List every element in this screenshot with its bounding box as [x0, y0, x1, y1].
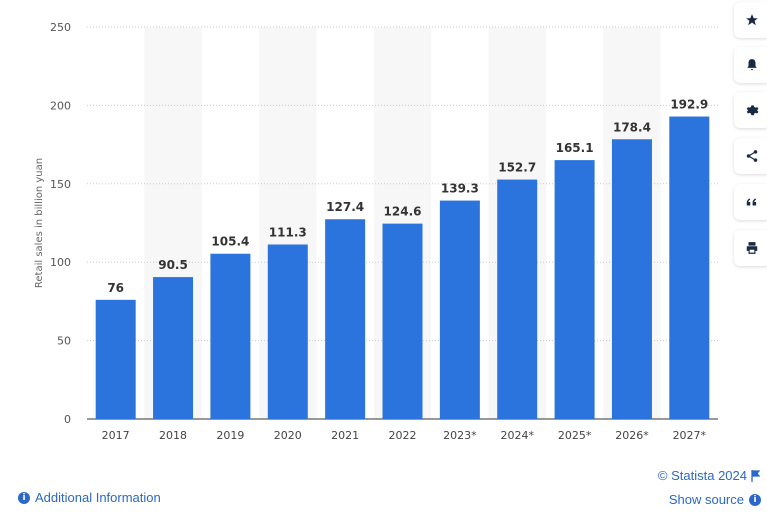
data-label: 90.5: [158, 258, 188, 272]
y-tick-label: 100: [50, 256, 71, 269]
y-tick-label: 0: [64, 413, 71, 426]
data-label: 76: [107, 281, 124, 295]
cite-button[interactable]: [734, 184, 767, 220]
bar: [95, 299, 136, 419]
statista-copyright-link[interactable]: © Statista 2024: [658, 468, 761, 483]
bell-icon: [747, 59, 757, 71]
favorite-button[interactable]: [734, 2, 767, 38]
x-tick-label: 2025*: [558, 429, 592, 442]
x-tick-label: 2020: [274, 429, 302, 442]
data-label: 105.4: [211, 235, 249, 249]
bar: [554, 160, 595, 419]
bar: [497, 179, 538, 419]
flag-icon: [751, 469, 761, 482]
additional-info-link[interactable]: i Additional Information: [18, 490, 161, 505]
print-button[interactable]: [734, 230, 767, 266]
x-tick-label: 2018: [159, 429, 187, 442]
y-tick-label: 50: [57, 335, 71, 348]
data-label: 192.9: [670, 98, 708, 112]
data-label: 165.1: [556, 141, 594, 155]
bar: [267, 244, 308, 419]
notification-button[interactable]: [734, 47, 767, 83]
share-icon: [746, 150, 758, 162]
x-tick-label: 2021: [331, 429, 359, 442]
data-label: 127.4: [326, 200, 364, 214]
show-source-label: Show source: [668, 492, 744, 507]
x-tick-label: 2022: [389, 429, 417, 442]
info-icon: i: [749, 493, 761, 506]
bar: [382, 223, 423, 419]
quote-icon: [746, 198, 757, 206]
y-axis-label: Retail sales in billion yuan: [34, 158, 45, 288]
bar: [325, 219, 366, 419]
data-label: 178.4: [613, 120, 651, 134]
data-label: 111.3: [269, 225, 307, 239]
additional-info-label: Additional Information: [35, 490, 161, 505]
print-icon: [746, 242, 758, 254]
y-tick-label: 150: [50, 178, 71, 191]
data-label: 152.7: [498, 161, 536, 175]
gear-icon: [746, 105, 759, 116]
x-tick-label: 2017: [102, 429, 130, 442]
x-tick-label: 2026*: [615, 429, 649, 442]
bar: [153, 277, 194, 419]
x-tick-label: 2023*: [443, 429, 477, 442]
show-source-link[interactable]: Show source i: [669, 492, 761, 507]
y-tick-label: 200: [50, 99, 71, 112]
data-label: 139.3: [441, 182, 479, 196]
settings-button[interactable]: [734, 92, 767, 128]
bar: [669, 116, 710, 419]
data-label: 124.6: [384, 205, 422, 219]
chart: 0 50 100 150 200 250 76 2017 90.5 2018 105.4 2019 11…: [34, 21, 718, 442]
x-tick-label: 2019: [216, 429, 244, 442]
bar: [210, 253, 251, 419]
x-tick-label: 2024*: [500, 429, 534, 442]
star-icon: [746, 14, 758, 26]
info-icon: i: [18, 491, 30, 504]
y-tick-label: 250: [50, 21, 71, 34]
share-button[interactable]: [734, 138, 767, 174]
bar: [611, 139, 652, 419]
copyright-label: © Statista 2024: [657, 468, 747, 483]
x-tick-label: 2027*: [673, 429, 707, 442]
bar: [439, 200, 480, 419]
